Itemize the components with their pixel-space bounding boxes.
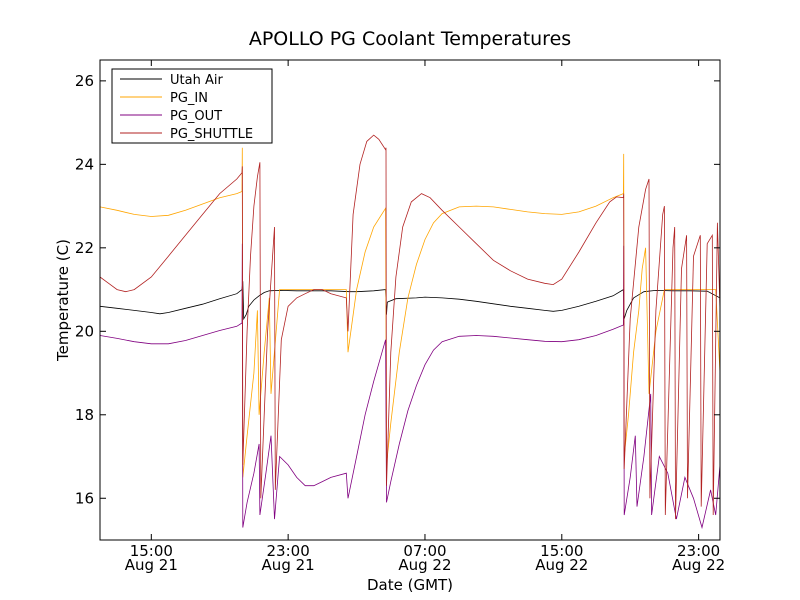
series-line-pg-in [100,147,720,478]
y-tick-label: 16 [75,489,94,507]
x-tick-label-date: Aug 22 [672,556,725,574]
x-tick-label-time: 15:00 [540,542,583,560]
x-tick-label-time: 07:00 [403,542,446,560]
plot-frame [99,59,721,541]
x-tick-label-time: 23:00 [677,542,720,560]
y-tick-label: 22 [75,239,94,257]
x-tick-label-time: 15:00 [130,542,173,560]
y-tick-label: 18 [75,406,94,424]
y-tick-label: 26 [75,72,94,90]
y-tick-label: 24 [75,155,94,173]
legend-label: PG_OUT [170,109,222,124]
legend-label: PG_IN [170,91,208,106]
legend-label: PG_SHUTTLE [170,127,253,142]
x-axis-label: Date (GMT) [367,576,453,594]
chart-title: APOLLO PG Coolant Temperatures [249,28,571,50]
x-tick-label-date: Aug 22 [535,556,588,574]
series-layer [100,134,720,530]
y-tick-label: 20 [75,322,94,340]
x-tick-label-time: 23:00 [267,542,310,560]
x-tick-label-date: Aug 22 [398,556,451,574]
legend: Utah Air PG_IN PG_OUT PG_SHUTTLE [111,68,273,144]
series-line-utah-air [100,281,720,321]
x-tick-label-date: Aug 21 [262,556,315,574]
x-tick-label-date: Aug 21 [125,556,178,574]
legend-label: Utah Air [170,73,223,88]
series-line-pg-shuttle [100,134,720,520]
series-line-pg-out [100,243,720,530]
legend-box [111,68,273,144]
y-axis-label: Temperature (C) [54,239,72,362]
